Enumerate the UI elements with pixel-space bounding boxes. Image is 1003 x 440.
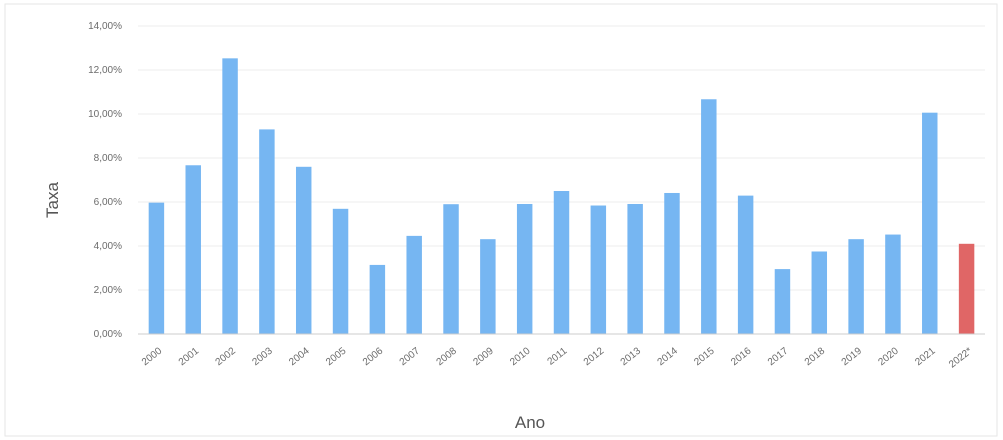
bar-2011	[553, 191, 570, 334]
y-tick-label: 10,00%	[88, 109, 122, 120]
bar-2015	[701, 99, 717, 334]
bar-2006	[369, 264, 386, 334]
bar-2013	[627, 203, 643, 334]
bar-2002	[222, 58, 238, 335]
bar-2014	[664, 192, 680, 334]
y-tick-label: 12,00%	[88, 65, 122, 76]
y-tick-label: 14,00%	[88, 21, 122, 32]
y-axis-title: Taxa	[43, 182, 62, 218]
bar-2008	[443, 204, 459, 334]
bar-2019	[848, 239, 864, 334]
y-tick-label: 8,00%	[94, 153, 122, 164]
bar-2021	[922, 112, 938, 335]
bar-2017	[774, 269, 791, 334]
chart-border	[4, 3, 998, 437]
bar-2007	[406, 235, 422, 334]
bar-2000	[148, 202, 165, 334]
bars	[148, 58, 975, 335]
bar-2010	[516, 203, 533, 334]
y-tick-label: 4,00%	[94, 241, 122, 252]
y-tick-label: 6,00%	[94, 197, 122, 208]
bar-2020	[885, 234, 901, 334]
bar-2016	[737, 195, 754, 334]
bar-2012	[590, 205, 607, 334]
bar-2003	[259, 129, 275, 334]
bar-2005	[332, 208, 349, 334]
bar-2004	[295, 166, 312, 334]
x-axis-title: Ano	[515, 413, 545, 432]
y-tick-label: 2,00%	[94, 285, 122, 296]
bar-2009	[480, 239, 496, 334]
bar-2001	[185, 165, 201, 334]
y-axis-ticks: 0,00% 2,00% 4,00% 6,00% 8,00% 10,00% 12,00% 14,…	[88, 21, 122, 340]
y-tick-label: 0,00%	[94, 329, 122, 340]
bar-2018	[811, 251, 828, 334]
bar-2022-star	[958, 243, 975, 334]
